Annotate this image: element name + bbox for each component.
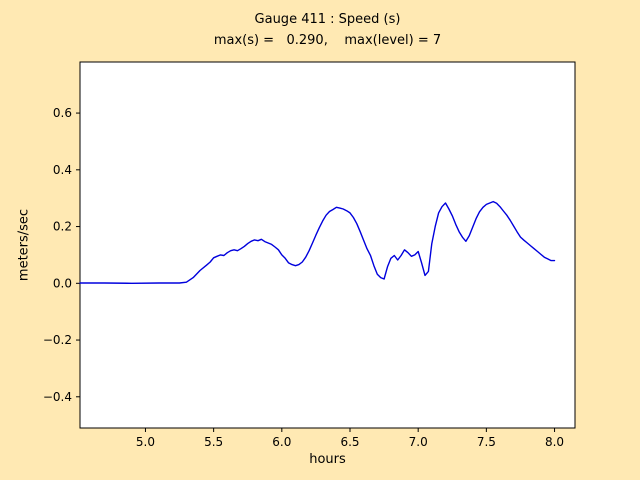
speed-line <box>79 200 556 284</box>
x-tick-label: 5.5 <box>204 435 223 449</box>
x-tick-label: 6.5 <box>340 435 359 449</box>
chart-subtitle: max(s) = 0.290, max(level) = 7 <box>213 33 442 48</box>
chart-title: Gauge 411 : Speed (s) <box>254 12 401 27</box>
x-tick-label: 6.0 <box>272 435 291 449</box>
y-tick-label: 0.4 <box>53 163 72 177</box>
x-tick-label: 5.0 <box>136 435 155 449</box>
x-tick-label: 8.0 <box>545 435 564 449</box>
x-tick-label: 7.5 <box>477 435 496 449</box>
y-tick-label: 0.0 <box>53 276 72 290</box>
y-tick-label: −0.2 <box>43 333 72 347</box>
x-tick-label: 7.0 <box>409 435 428 449</box>
y-tick-label: −0.4 <box>43 390 72 404</box>
y-tick-label: 0.6 <box>53 106 72 120</box>
plot-area <box>79 61 576 429</box>
y-axis-label: meters/sec <box>16 208 32 282</box>
x-axis-label: hours <box>309 452 346 467</box>
y-tick-label: 0.2 <box>53 220 72 234</box>
